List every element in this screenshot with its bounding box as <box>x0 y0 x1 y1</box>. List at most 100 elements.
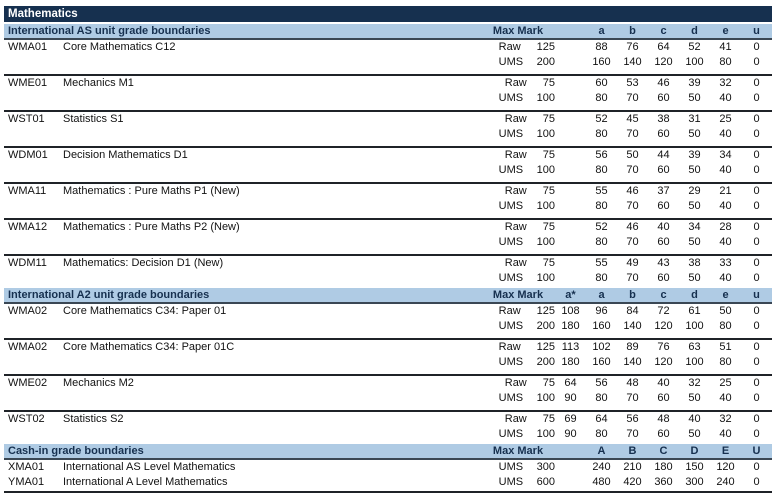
grade-boundary-value: 25 <box>719 113 732 125</box>
grade-boundary-value: 120 <box>654 356 673 368</box>
grade-boundary-value: 76 <box>626 41 639 53</box>
unit-title: Decision Mathematics D1 <box>63 149 188 161</box>
grade-boundary-value: 33 <box>719 257 732 269</box>
grade-boundary-value: 52 <box>595 221 608 233</box>
grade-boundary-value: 50 <box>688 392 701 404</box>
max-mark-column-header: Max Mark <box>492 289 544 301</box>
grade-boundary-value: 0 <box>753 377 760 389</box>
grade-boundary-value: 46 <box>626 185 639 197</box>
grade-boundary-value: 31 <box>688 113 701 125</box>
mark-type-label: Raw <box>504 149 527 161</box>
unit-code <box>8 235 63 250</box>
unit-row: UMS 100 80 70 60 50 40 0 <box>4 91 772 106</box>
grade-boundary-value: 100 <box>685 356 704 368</box>
grade-boundary-value: 40 <box>719 92 732 104</box>
subject-title: Mathematics <box>8 8 78 20</box>
max-mark-value: 75 <box>542 185 555 197</box>
unit-title <box>63 271 499 286</box>
unit-title: Mathematics : Pure Maths P1 (New) <box>63 185 240 197</box>
grade-slot-empty <box>555 55 586 70</box>
sections-root: International AS unit grade boundaries Ma… <box>4 24 772 490</box>
grade-boundary-value: 80 <box>595 236 608 248</box>
grade-boundary-value: 51 <box>719 341 732 353</box>
grade-column-header: d <box>691 289 698 301</box>
mark-type-label: Raw <box>498 41 521 53</box>
table-bottom-rule <box>4 491 772 493</box>
unit-title <box>63 163 499 178</box>
grade-boundary-value: 90 <box>564 392 577 404</box>
unit-code <box>8 355 63 370</box>
mark-type-label: UMS <box>498 164 524 176</box>
unit-row: UMS 100 80 70 60 50 40 0 <box>4 271 772 286</box>
grade-boundary-value: 40 <box>657 221 670 233</box>
max-mark-value: 100 <box>536 392 555 404</box>
section-header: International A2 unit grade boundaries Ma… <box>4 288 772 304</box>
grade-boundary-value: 80 <box>719 320 732 332</box>
grade-boundary-value: 38 <box>657 113 670 125</box>
mark-type-label: UMS <box>498 92 524 104</box>
grade-boundary-value: 70 <box>626 392 639 404</box>
mark-type-label: UMS <box>498 272 524 284</box>
grade-values: 88 76 64 52 41 0 <box>555 40 772 55</box>
unit-code: YMA01 <box>8 476 45 488</box>
unit-row: UMS 200 180 160 140 120 100 80 0 <box>4 355 772 370</box>
grade-slot-empty <box>555 112 586 127</box>
grade-column-header: U <box>752 445 761 457</box>
grade-boundary-value: 102 <box>592 341 611 353</box>
max-mark-value: 100 <box>536 428 555 440</box>
grade-boundary-value: 50 <box>688 164 701 176</box>
grade-boundary-value: 56 <box>626 413 639 425</box>
grade-boundary-value: 0 <box>753 41 760 53</box>
grade-values: 80 70 60 50 40 0 <box>555 199 772 214</box>
unit-group: YMA01 International A Level Mathematics UM… <box>4 475 772 490</box>
grade-slot-empty <box>555 40 586 55</box>
grade-boundary-value: 39 <box>688 149 701 161</box>
grade-values: 80 70 60 50 40 0 <box>555 271 772 286</box>
grade-boundary-value: 61 <box>688 305 701 317</box>
unit-row: WST02 Statistics S2 Raw 75 69 64 56 48 40 32 0 <box>4 412 772 427</box>
unit-title <box>63 319 499 334</box>
grade-boundary-value: 40 <box>719 392 732 404</box>
unit-code <box>8 271 63 286</box>
grade-values: 80 70 60 50 40 0 <box>555 91 772 106</box>
unit-code: WST02 <box>8 413 45 425</box>
unit-row: UMS 100 90 80 70 60 50 40 0 <box>4 427 772 442</box>
grade-slot-empty <box>555 163 586 178</box>
grade-column-header: e <box>722 289 729 301</box>
grade-boundary-value: 70 <box>626 164 639 176</box>
grade-values: 113 102 89 76 63 51 0 <box>555 340 772 355</box>
section-title: International A2 unit grade boundaries <box>8 289 210 301</box>
grade-boundary-value: 41 <box>719 41 732 53</box>
section-header: Cash-in grade boundaries Max Mark A B C D E U <box>4 444 772 460</box>
grade-boundary-value: 0 <box>753 392 760 404</box>
grade-slot-empty <box>555 91 586 106</box>
grade-values: 180 160 140 120 100 80 0 <box>555 319 772 334</box>
grade-boundary-value: 480 <box>592 476 611 488</box>
grade-values: 60 53 46 39 32 0 <box>555 76 772 91</box>
grade-column-header: a* <box>565 289 576 301</box>
grade-boundary-value: 39 <box>688 77 701 89</box>
unit-title <box>63 355 499 370</box>
grade-values: 90 80 70 60 50 40 0 <box>555 427 772 442</box>
grade-boundary-value: 80 <box>595 92 608 104</box>
grade-boundary-value: 0 <box>753 149 760 161</box>
max-mark-value: 100 <box>536 200 555 212</box>
unit-code: WMA02 <box>8 305 48 317</box>
grade-column-header: c <box>660 289 667 301</box>
grade-boundary-value: 0 <box>753 56 760 68</box>
grade-slot-empty <box>555 443 586 459</box>
unit-group: WDM11 Mathematics: Decision D1 (New) Raw 75… <box>4 254 772 286</box>
grade-boundary-value: 100 <box>685 320 704 332</box>
max-mark-value: 200 <box>536 356 555 368</box>
unit-code: WMA01 <box>8 41 48 53</box>
grade-boundary-value: 0 <box>753 272 760 284</box>
unit-row: WMA01 Core Mathematics C12 Raw 125 88 76 64 52 4… <box>4 40 772 55</box>
grade-boundary-value: 70 <box>626 236 639 248</box>
grade-values: 56 50 44 39 34 0 <box>555 148 772 163</box>
grade-boundary-value: 0 <box>753 113 760 125</box>
grade-boundary-value: 40 <box>719 164 732 176</box>
grade-boundary-value: 50 <box>688 272 701 284</box>
unit-row: WST01 Statistics S1 Raw 75 52 45 38 31 25 0 <box>4 112 772 127</box>
grade-boundary-value: 50 <box>688 92 701 104</box>
